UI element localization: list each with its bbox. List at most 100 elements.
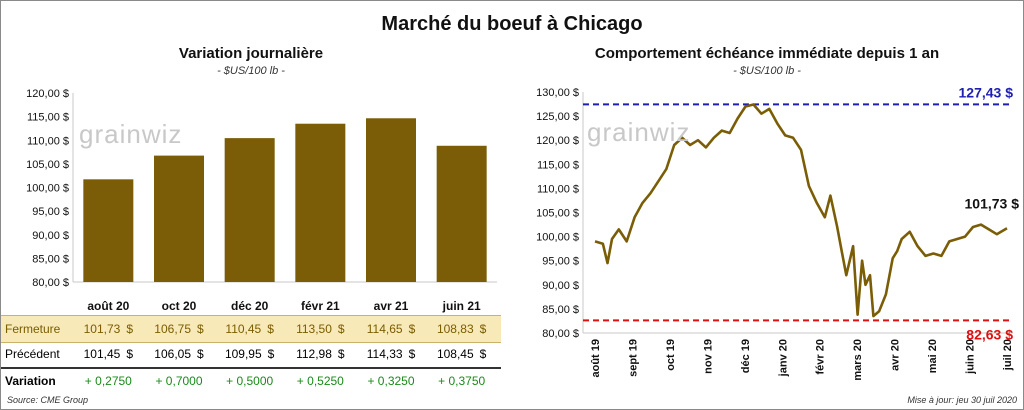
table-cell-unit: $	[267, 322, 274, 336]
bar-chart: 80,00 $ 85,00 $ 90,00 $ 95,00 $ 100,00 $ 105,…	[26, 88, 497, 313]
line-x-tick-label: août 19	[590, 339, 602, 378]
line-chart-title: Comportement échéance immédiate depuis 1…	[594, 45, 940, 62]
table-cell-value: + 0,7000	[155, 374, 203, 388]
line-x-tick-label: sept 19	[627, 339, 639, 377]
table-cell-value: 110,45	[225, 322, 262, 336]
line-x-tick-label: févr 20	[815, 339, 827, 374]
table-cell: + 0,3250	[351, 374, 431, 388]
table-cell-unit: $	[408, 347, 416, 361]
table-cell-unit: $	[337, 322, 345, 336]
row-label: Précédent	[5, 347, 60, 361]
low-value-label: 82,63 $	[966, 326, 1013, 342]
bar-x-tick-label: févr 21	[301, 299, 340, 313]
bar-y-tick-label: 105,00 $	[26, 159, 69, 171]
line-y-tick-label: 100,00 $	[536, 232, 579, 244]
table-cell-value: + 0,2750	[84, 374, 132, 388]
bar-chart-subtitle: - $US/100 lb -	[217, 65, 285, 77]
bar-x-tick-label: déc 20	[231, 299, 269, 313]
bar-chart-title: Variation journalière	[178, 45, 324, 62]
bar	[154, 155, 204, 282]
line-chart: 80,00 $ 85,00 $ 90,00 $ 95,00 $ 100,00 $ 105,…	[536, 84, 1020, 380]
line-x-tick-label: janv 20	[777, 339, 789, 377]
line-y-tick-label: 110,00 $	[537, 183, 579, 195]
bar-x-tick-label: avr 21	[374, 299, 409, 313]
line-x-tick-label: oct 19	[665, 339, 677, 371]
table-cell: + 0,2750	[68, 374, 148, 388]
table-cell: 112,98 $	[280, 347, 360, 361]
table-cell-unit: $	[126, 347, 134, 361]
update-timestamp: Mise à jour: jeu 30 juil 2020	[907, 395, 1017, 405]
table-cell-unit: $	[197, 347, 204, 361]
table-cell: 109,95 $	[210, 347, 290, 361]
line-y-tick-label: 115,00 $	[537, 159, 579, 171]
bar-x-tick-label: juin 21	[442, 299, 481, 313]
table-row-fermeture: Fermeture 101,73 $106,75 $110,45 $113,50 $11…	[1, 315, 501, 343]
bar	[295, 123, 346, 283]
table-cell: 114,33 $	[351, 347, 431, 361]
line-y-tick-label: 85,00 $	[542, 304, 579, 316]
table-row-precedent: Précédent 101,45 $106,05 $109,95 $112,98 $11…	[1, 341, 501, 369]
table-cell: + 0,3750	[422, 374, 502, 388]
table-cell-value: 108,83	[436, 322, 474, 336]
line-y-tick-label: 125,00 $	[536, 111, 579, 123]
table-cell-value: 113,50	[296, 322, 332, 336]
last-value-label: 101,73 $	[965, 195, 1020, 211]
bar-y-tick-label: 85,00 $	[32, 253, 69, 265]
table-cell-unit: $	[408, 322, 416, 336]
line-y-tick-label: 80,00 $	[542, 328, 579, 340]
table-cell: 106,05 $	[139, 347, 219, 361]
line-chart-subtitle: - $US/100 lb -	[733, 65, 801, 77]
bar	[83, 179, 134, 282]
table-cell-value: 108,45	[436, 347, 474, 361]
table-cell-unit: $	[126, 322, 134, 336]
line-x-tick-label: juil 20	[1002, 339, 1014, 371]
table-cell: 113,50 $	[280, 322, 360, 336]
table-cell-value: 114,65	[366, 322, 403, 336]
line-x-tick-label: déc 19	[740, 339, 752, 373]
row-label: Variation	[5, 374, 56, 388]
bar-x-tick-label: oct 20	[162, 299, 197, 313]
table-cell: 114,65 $	[351, 322, 431, 336]
high-value-label: 127,43 $	[959, 84, 1014, 100]
table-cell-value: 101,45	[83, 347, 121, 361]
table-row-variation: Variation + 0,2750 + 0,7000 + 0,5000 + 0,52…	[1, 368, 501, 394]
table-cell-value: 101,73	[83, 322, 121, 336]
table-cell-value: 109,95	[224, 347, 262, 361]
table-cell-value: 112,98	[296, 347, 332, 361]
bar-y-tick-label: 110,00 $	[27, 135, 69, 147]
table-cell: 101,73 $	[68, 322, 148, 336]
bar-y-tick-label: 115,00 $	[27, 112, 69, 124]
table-cell-unit: $	[337, 347, 345, 361]
table-cell-value: + 0,3250	[367, 374, 415, 388]
bar	[366, 118, 416, 282]
price-line	[594, 103, 1008, 318]
bar	[436, 145, 487, 282]
watermark-logo-right: grainwiz	[587, 117, 691, 147]
line-x-tick-label: nov 19	[702, 339, 714, 374]
table-cell-value: + 0,5000	[226, 374, 274, 388]
line-y-tick-label: 130,00 $	[536, 87, 579, 99]
table-cell-value: 106,05	[154, 347, 191, 361]
line-y-tick-label: 95,00 $	[542, 256, 579, 268]
page-title: Marché du boeuf à Chicago	[381, 13, 643, 35]
table-cell-value: + 0,5250	[296, 374, 344, 388]
line-y-tick-label: 105,00 $	[536, 208, 579, 220]
table-cell: 106,75 $	[139, 322, 219, 336]
table-cell-value: 106,75	[154, 322, 191, 336]
line-y-tick-label: 90,00 $	[542, 280, 579, 292]
bar-y-tick-label: 90,00 $	[32, 230, 69, 242]
table-cell: + 0,7000	[139, 374, 219, 388]
table-cell-unit: $	[197, 322, 204, 336]
bar-y-tick-label: 80,00 $	[32, 277, 69, 289]
table-cell: + 0,5250	[280, 374, 360, 388]
line-y-tick-label: 120,00 $	[536, 135, 579, 147]
table-cell-unit: $	[479, 347, 487, 361]
bar-y-tick-label: 95,00 $	[32, 206, 69, 218]
table-cell-unit: $	[267, 347, 275, 361]
line-x-tick-label: avr 20	[890, 339, 902, 371]
table-cell: 108,83 $	[422, 322, 502, 336]
table-cell: + 0,5000	[210, 374, 290, 388]
row-label: Fermeture	[5, 322, 61, 336]
bar-y-tick-label: 120,00 $	[26, 88, 69, 100]
